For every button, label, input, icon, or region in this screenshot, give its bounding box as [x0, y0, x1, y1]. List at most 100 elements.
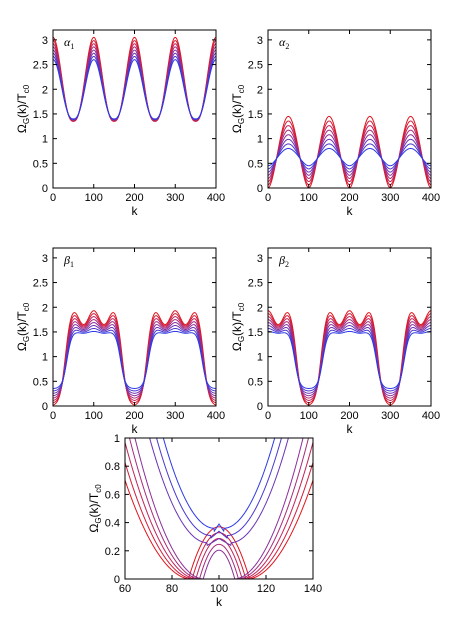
- series-line-2: [53, 313, 216, 404]
- series-line-5: [53, 322, 216, 397]
- y-tick-label: 1.5: [33, 327, 48, 339]
- chart-panel-2: 0 100 200 300 400 0 0.5 1 1.5 2 2.5 3 k ΩG(k)/Tc0 α2: [230, 29, 440, 218]
- x-tick-label: 100: [300, 192, 318, 204]
- y-tick-label: 0.5: [33, 158, 48, 170]
- chart-panel-5: 60 80 100 120 140 0 0.2 0.4 0.6 0.8 1 k ΩG(k)/Tc0: [87, 433, 322, 609]
- series-line-5: [268, 134, 431, 176]
- y-tick-label: 2.5: [33, 278, 48, 290]
- y-tick-label: 3: [257, 253, 263, 265]
- series-line-4: [53, 319, 216, 399]
- series-line-5: [134, 438, 304, 579]
- y-tick-label: 2: [42, 84, 48, 96]
- y-tick-label: 1: [114, 433, 120, 445]
- x-axis-label: k: [347, 204, 354, 218]
- y-tick-label: 0.5: [248, 158, 263, 170]
- x-tick-label: 100: [85, 410, 103, 422]
- y-tick-label: 0: [42, 401, 48, 413]
- x-tick-label: 140: [304, 583, 322, 595]
- series-line-8: [53, 330, 216, 390]
- series-line-4: [128, 438, 310, 579]
- series-line-3: [53, 43, 216, 122]
- panel-label: β2: [278, 253, 289, 269]
- x-tick-label: 300: [166, 192, 184, 204]
- series-line-7: [268, 143, 431, 170]
- y-axis-label: ΩG(k)/Tc0: [230, 302, 246, 351]
- series-line-7: [53, 327, 216, 392]
- x-tick-label: 0: [265, 410, 271, 422]
- x-tick-label: 400: [422, 192, 440, 204]
- x-tick-label: 100: [300, 410, 318, 422]
- series-line-4: [268, 129, 431, 179]
- y-tick-label: 0: [114, 574, 120, 586]
- x-tick-label: 200: [340, 192, 358, 204]
- chart-panel-1: 0 100 200 300 400 0 0.5 1 1.5 2 2.5 3 k ΩG(k)/Tc0 α1: [15, 29, 225, 218]
- y-axis-label: ΩG(k)/Tc0: [87, 484, 103, 533]
- y-tick-label: 0.2: [105, 546, 120, 558]
- series-group: [268, 310, 431, 406]
- y-tick-label: 2: [42, 302, 48, 314]
- series-line-3: [53, 316, 216, 401]
- series-line-7: [156, 438, 282, 539]
- series-line-1: [125, 480, 313, 579]
- series-line-6: [149, 438, 289, 547]
- x-tick-label: 100: [210, 583, 228, 595]
- y-tick-label: 2.5: [248, 278, 263, 290]
- chart-panel-3: 0 100 200 300 400 0 0.5 1 1.5 2 2.5 3 k ΩG(k)/Tc0 β1: [15, 247, 225, 436]
- y-tick-label: 0.8: [105, 461, 120, 473]
- series-group: [125, 438, 313, 579]
- series-line-8: [268, 330, 431, 390]
- series-line-1: [268, 310, 431, 406]
- y-tick-label: 1.5: [33, 109, 48, 121]
- x-tick-label: 300: [381, 192, 399, 204]
- panel-label: β1: [63, 253, 74, 269]
- y-tick-label: 0.4: [105, 518, 120, 530]
- series-line-8: [268, 147, 431, 167]
- y-tick-label: 1: [42, 134, 48, 146]
- series-group: [268, 115, 431, 188]
- x-tick-label: 200: [125, 410, 143, 422]
- y-tick-label: 3: [42, 253, 48, 265]
- series-line-4: [53, 46, 216, 121]
- x-tick-label: 0: [50, 192, 56, 204]
- x-tick-label: 300: [381, 410, 399, 422]
- series-line-8: [162, 438, 276, 533]
- panel-label: α1: [64, 35, 74, 51]
- x-axis-label: k: [132, 422, 139, 436]
- y-tick-label: 0: [257, 183, 263, 195]
- x-tick-label: 0: [50, 410, 56, 422]
- series-line-2: [268, 313, 431, 404]
- x-tick-label: 200: [125, 192, 143, 204]
- series-line-1: [268, 115, 431, 188]
- x-axis-label: k: [216, 595, 223, 609]
- x-tick-label: 100: [85, 192, 103, 204]
- series-line-3: [268, 125, 431, 183]
- x-tick-label: 400: [207, 192, 225, 204]
- x-axis-label: k: [347, 422, 354, 436]
- panel-label: α2: [279, 35, 289, 51]
- x-tick-label: 400: [422, 410, 440, 422]
- y-tick-label: 1: [257, 134, 263, 146]
- series-line-8: [53, 59, 216, 120]
- series-line-5: [53, 49, 216, 121]
- series-group: [53, 36, 216, 122]
- series-line-3: [125, 442, 313, 579]
- y-tick-label: 0: [42, 183, 48, 195]
- y-tick-label: 1: [257, 352, 263, 364]
- y-tick-label: 1.5: [248, 327, 263, 339]
- plot-frame: [267, 29, 432, 189]
- y-tick-label: 0: [257, 401, 263, 413]
- y-axis-label: ΩG(k)/Tc0: [15, 302, 31, 351]
- y-axis-label: ΩG(k)/Tc0: [15, 84, 31, 133]
- series-line-2: [53, 40, 216, 122]
- x-tick-label: 60: [119, 583, 131, 595]
- y-tick-label: 0.5: [33, 376, 48, 388]
- y-tick-label: 1.5: [248, 109, 263, 121]
- x-tick-label: 80: [166, 583, 178, 595]
- y-tick-label: 3: [257, 35, 263, 47]
- x-tick-label: 400: [207, 410, 225, 422]
- plot-frame: [124, 437, 314, 580]
- y-tick-label: 2: [257, 84, 263, 96]
- y-tick-label: 2: [257, 302, 263, 314]
- x-tick-label: 300: [166, 410, 184, 422]
